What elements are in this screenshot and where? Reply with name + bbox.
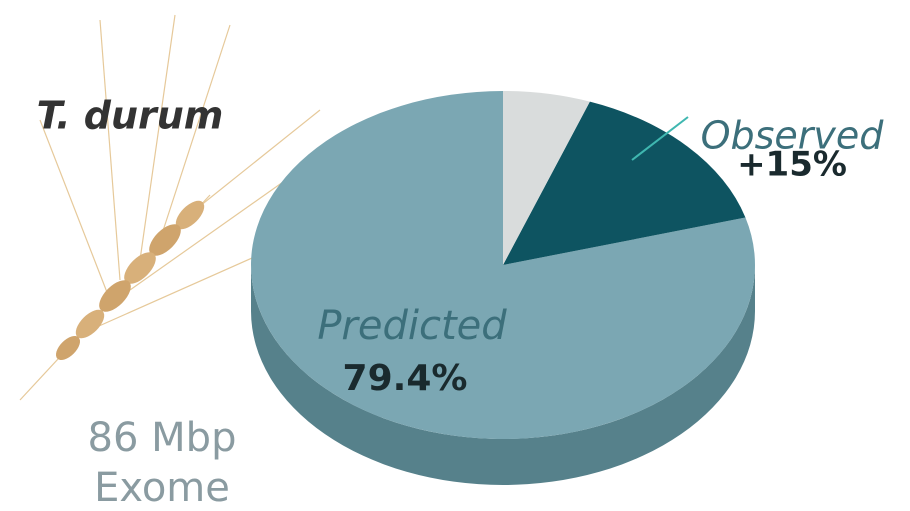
wheat-illustration	[19, 14, 321, 401]
chart-title: T. durum	[37, 94, 224, 138]
leader-line	[631, 116, 689, 161]
slice-label: Observed	[701, 114, 885, 158]
caption: 86 Mbp	[88, 415, 237, 461]
pie	[251, 91, 755, 485]
caption: Exome	[94, 465, 230, 511]
value-label: 79.4%	[343, 358, 468, 399]
pie-side	[251, 265, 755, 485]
pie-slice	[503, 91, 590, 265]
pie-slice	[251, 91, 755, 439]
value-label: +15%	[737, 145, 847, 185]
slice-label: Predicted	[317, 303, 507, 349]
pie-slice	[503, 101, 746, 265]
